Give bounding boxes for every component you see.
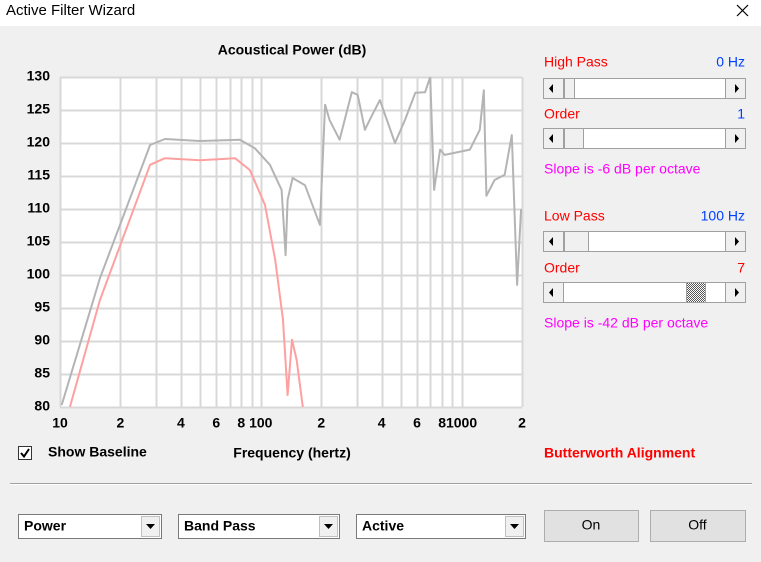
- dropdown-box: [356, 514, 526, 539]
- window-title: Active Filter Wizard: [6, 2, 135, 19]
- button-face: [544, 510, 639, 542]
- y-tick-label: 105: [27, 233, 51, 249]
- series-line: [60, 77, 522, 406]
- y-tick-label: 95: [34, 299, 50, 315]
- slider-arrow: [735, 237, 739, 246]
- y-tick-label: 120: [27, 134, 51, 150]
- button[interactable]: On: [544, 510, 639, 542]
- low-pass-value: 100 Hz: [701, 208, 745, 224]
- x-tick-label: 2: [117, 415, 125, 431]
- sliders: [543, 78, 746, 303]
- x-tick-label: 8: [237, 415, 245, 431]
- dropdown-value: Band Pass: [184, 518, 256, 534]
- low-pass-label: Low Pass: [544, 208, 605, 224]
- low-pass-slope: Slope is -42 dB per octave: [544, 315, 708, 331]
- x-tick-label: 8: [438, 415, 446, 431]
- slider-arrow: [549, 288, 553, 297]
- chart-title: Acoustical Power (dB): [218, 42, 367, 58]
- y-tick-label: 85: [34, 365, 50, 381]
- x-tick-label: 10: [52, 415, 68, 431]
- plot-lines: [60, 77, 522, 407]
- slider-arrow-button: [543, 78, 564, 99]
- y-tick-label: 100: [27, 266, 51, 282]
- slider-thumb: [686, 282, 706, 303]
- high-pass-value: 0 Hz: [716, 54, 745, 70]
- dropdown-box: [178, 514, 340, 539]
- baseline-checkbox[interactable]: Show Baseline: [18, 444, 148, 460]
- x-tick-label: 4: [378, 415, 386, 431]
- slider-track: [543, 282, 746, 303]
- slider-arrow: [549, 237, 553, 246]
- dropdown-value: Power: [24, 518, 67, 534]
- slider-arrow-button: [543, 231, 564, 252]
- dropdown-box: [18, 514, 162, 539]
- alignment-label: Butterworth Alignment: [544, 445, 695, 461]
- checkbox-check: [20, 448, 30, 459]
- x-axis-label: Frequency (hertz): [233, 445, 350, 461]
- button-face: [650, 510, 746, 542]
- y-tick-label: 80: [34, 398, 50, 414]
- x-tick-label: 2: [518, 415, 526, 431]
- x-tick-label: 100: [249, 415, 273, 431]
- slider-thumb: [564, 128, 584, 149]
- slider[interactable]: [543, 282, 746, 303]
- title-bar: [0, 0, 761, 26]
- slider-arrow: [735, 84, 739, 93]
- low-pass-order-label: Order: [544, 260, 580, 276]
- checkbox-label: Show Baseline: [48, 444, 147, 460]
- dropdown-value: Active: [362, 518, 404, 534]
- slider-arrow-button: [543, 128, 564, 149]
- bottom-controls: Power Band Pass Active On Off: [18, 510, 746, 542]
- y-tick-label: 90: [34, 332, 50, 348]
- slider-thumb: [564, 78, 575, 99]
- dropdown-arrow: [510, 524, 519, 529]
- dropdown[interactable]: Band Pass: [178, 514, 340, 539]
- high-pass-slope: Slope is -6 dB per octave: [544, 161, 701, 177]
- y-tick-label: 115: [27, 167, 50, 183]
- dropdown[interactable]: Active: [356, 514, 526, 539]
- slider-arrow: [549, 134, 553, 143]
- slider-arrow-button: [543, 282, 564, 303]
- button-label: Off: [688, 517, 707, 533]
- button-label: On: [582, 517, 601, 533]
- x-tick-label: 6: [212, 415, 220, 431]
- dropdown[interactable]: Power: [18, 514, 162, 539]
- series-line: [68, 157, 304, 407]
- dropdown-arrow: [146, 524, 155, 529]
- slider[interactable]: [543, 231, 746, 252]
- slider[interactable]: [543, 78, 746, 99]
- y-tick-label: 125: [27, 101, 51, 117]
- close-button[interactable]: [736, 4, 749, 17]
- button[interactable]: Off: [650, 510, 746, 542]
- x-tick-label: 1000: [446, 415, 477, 431]
- x-tick-label: 6: [413, 415, 421, 431]
- high-pass-order-label: Order: [544, 106, 580, 122]
- x-tick-label: 4: [177, 415, 185, 431]
- high-pass-order-value: 1: [737, 106, 745, 122]
- close-icon: [736, 4, 749, 17]
- y-tick-label: 130: [27, 68, 51, 84]
- high-pass-label: High Pass: [544, 54, 608, 70]
- dropdown-arrow: [324, 524, 333, 529]
- slider-arrow: [735, 134, 739, 143]
- y-tick-label: 110: [27, 200, 50, 216]
- slider-thumb: [564, 231, 589, 252]
- low-pass-order-value: 7: [737, 260, 745, 276]
- slider[interactable]: [543, 128, 746, 149]
- x-tick-label: 2: [317, 415, 325, 431]
- slider-arrow: [735, 288, 739, 297]
- checkbox-box: [18, 446, 32, 460]
- slider-arrow: [549, 84, 553, 93]
